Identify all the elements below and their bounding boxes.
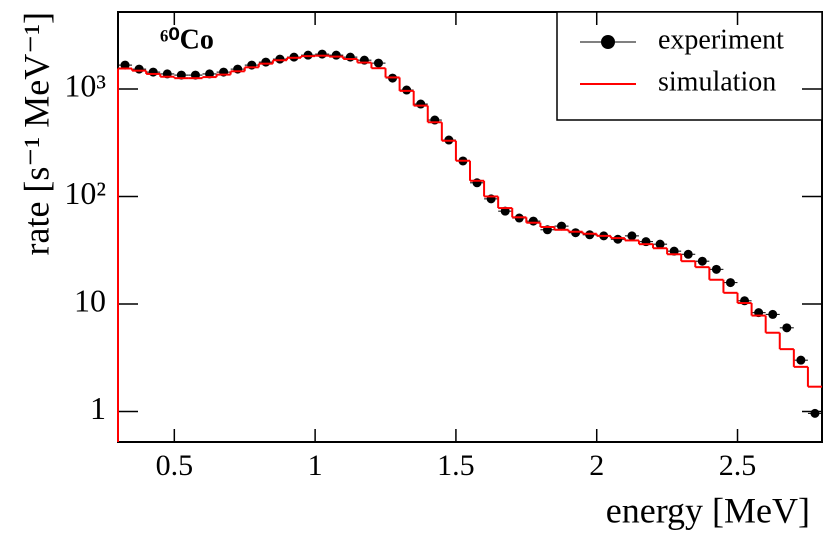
data-point [725,278,735,288]
data-point [768,309,778,319]
y-tick-label: 1 [90,390,106,426]
data-point [613,234,623,244]
data-point [571,228,581,238]
x-tick-label: 2.5 [719,449,757,482]
chart-title: ⁶⁰Co [160,24,214,55]
data-point [134,64,144,74]
data-point [655,239,665,249]
data-point [303,50,313,60]
data-point [345,52,355,62]
x-tick-label: 1.5 [437,449,475,482]
x-tick-label: 1 [308,449,323,482]
data-point [373,58,383,68]
data-point [528,216,538,226]
data-point [697,256,707,266]
legend-label: experiment [658,24,784,55]
data-point [472,178,482,188]
y-tick-label: 10³ [64,67,106,103]
legend-box [556,11,823,121]
data-point [782,323,792,333]
data-point [711,264,721,274]
data-point [120,60,130,70]
data-point [810,408,820,418]
data-point [317,49,327,59]
data-point [331,50,341,60]
x-tick-label: 0.5 [156,449,194,482]
data-point [627,231,637,241]
data-point [416,99,426,109]
data-point [148,67,158,77]
data-point [585,230,595,240]
data-point [557,221,567,231]
legend-label: simulation [658,66,776,97]
data-point [275,54,285,64]
data-point [683,249,693,259]
x-axis-label: energy [MeV] [606,490,810,530]
x-tick-label: 2 [589,449,604,482]
y-tick-label: 10² [64,175,106,211]
y-axis-label: rate [s⁻¹ MeV⁻¹] [16,12,56,256]
y-tick-label: 10 [74,282,106,318]
legend-marker [601,35,615,49]
data-point [796,355,806,365]
data-point [261,57,271,67]
legend: experiment simulation [556,11,823,121]
